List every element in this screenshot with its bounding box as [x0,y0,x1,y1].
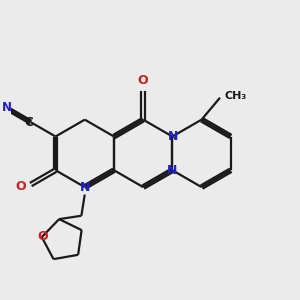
Text: C: C [25,116,33,129]
Text: N: N [167,164,178,177]
Text: CH₃: CH₃ [224,91,246,101]
Text: N: N [80,181,90,194]
Text: O: O [38,230,49,243]
Text: N: N [168,130,178,143]
Text: N: N [2,101,12,114]
Text: O: O [138,74,148,87]
Text: O: O [15,180,26,193]
